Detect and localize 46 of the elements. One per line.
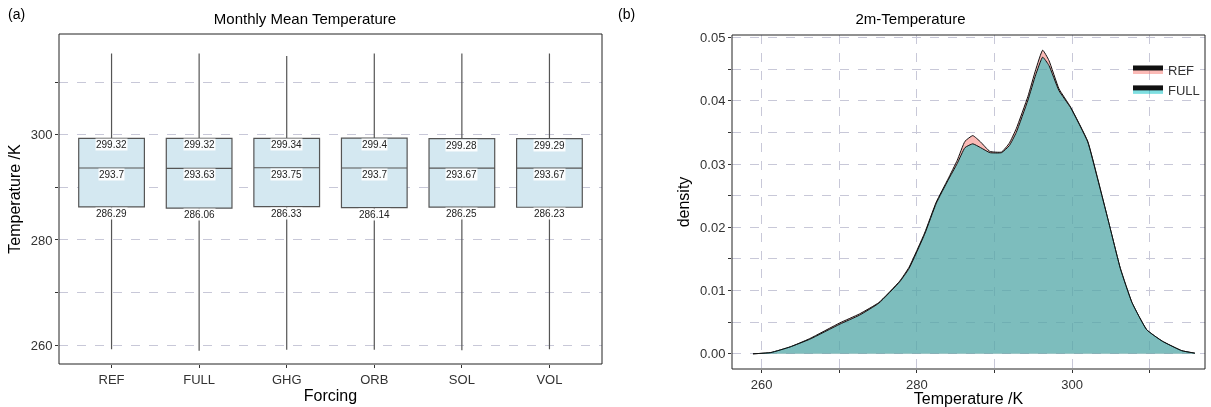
x-tick-label: GHG (271, 371, 302, 387)
y-tick-label: 300 (30, 127, 53, 143)
y-tick-label: 260 (30, 337, 53, 353)
annotation: 286.29 (96, 208, 128, 219)
x-tick-label: 260 (750, 376, 773, 392)
text: (a) (8, 6, 26, 22)
annotation: 293.67 (534, 169, 566, 180)
x-tick-label: 280 (906, 376, 928, 392)
annotation: 293.7 (362, 169, 388, 180)
y-tick-label: 0.03 (700, 156, 726, 172)
x-tick-label: 300 (1061, 376, 1084, 392)
annotation: 286.06 (184, 209, 216, 220)
annotation: 299.28 (446, 140, 478, 151)
annotation: 293.75 (271, 169, 303, 180)
annotation: 293.7 (99, 169, 125, 180)
annotation: 286.25 (446, 208, 478, 219)
y-tick-label: 0.01 (700, 283, 726, 299)
chart-title: Monthly Mean Temperature (213, 9, 397, 27)
y-axis-title: density (674, 176, 692, 228)
text: (b) (618, 6, 636, 22)
x-tick-label: REF (98, 371, 125, 387)
annotation: 286.33 (271, 208, 303, 219)
annotation: 293.63 (184, 169, 216, 180)
chart-title: 2m-Temperature (855, 9, 966, 27)
annotation: 286.14 (359, 209, 391, 220)
y-tick-label: 0.00 (700, 346, 726, 362)
annotation: 299.4 (362, 139, 388, 150)
x-axis-title: Forcing (303, 387, 358, 405)
y-tick-label: 280 (30, 232, 53, 248)
x-tick-label: FULL (183, 371, 216, 387)
legend-label: REF (1168, 63, 1195, 79)
x-tick-label: VOL (536, 371, 563, 387)
annotation: 299.32 (184, 139, 216, 150)
legend-label: FULL (1168, 82, 1200, 98)
annotation: 293.67 (446, 169, 478, 180)
annotation: 299.32 (96, 139, 128, 150)
x-tick-label: SOL (448, 371, 475, 387)
x-axis-title: Temperature /K (913, 390, 1024, 407)
x-tick-label: ORB (360, 371, 389, 387)
y-tick-label: 0.05 (700, 30, 726, 46)
annotation: 299.34 (271, 139, 303, 150)
annotation: 286.23 (534, 208, 566, 219)
annotation: 299.29 (534, 140, 566, 151)
y-tick-label: 0.04 (700, 93, 726, 109)
y-tick-label: 0.02 (700, 219, 726, 235)
y-axis-title: Temperature /K (5, 143, 23, 254)
